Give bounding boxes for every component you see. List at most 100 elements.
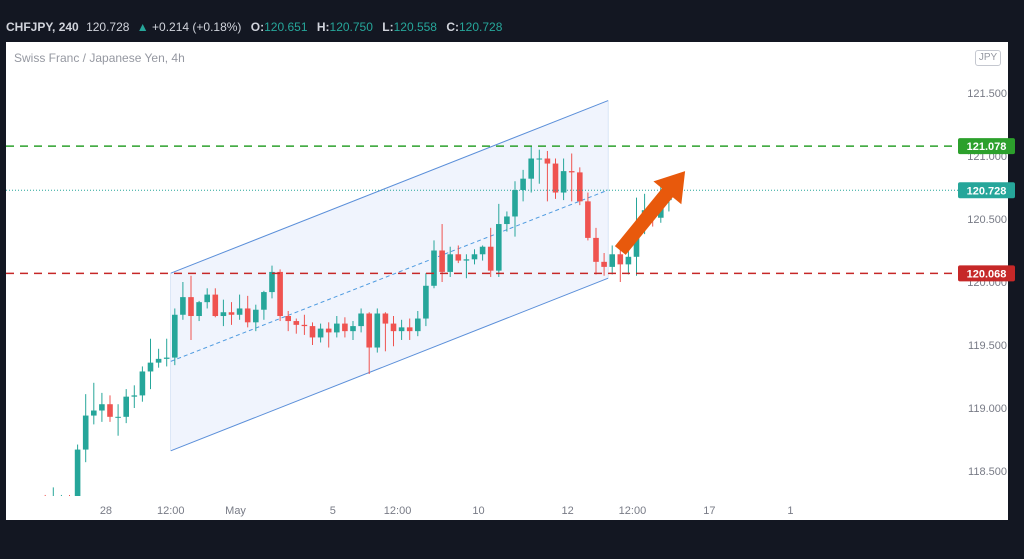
candle-body: [123, 396, 129, 417]
candle-body: [577, 172, 583, 202]
last-price-badge-label: 120.728: [967, 185, 1007, 197]
candle-body: [398, 327, 405, 332]
currency-badge[interactable]: JPY: [975, 50, 1001, 66]
close-label: C:: [446, 20, 459, 34]
candle-body: [520, 178, 526, 191]
y-tick-label: 119.000: [968, 403, 1007, 415]
candle-body: [447, 254, 453, 272]
x-tick-label: 1: [787, 505, 793, 517]
candle-body: [155, 358, 162, 363]
x-tick-label: 17: [703, 505, 715, 517]
symbol-header: CHFJPY, 240 120.728 ▲ +0.214 (+0.18%) O:…: [0, 0, 1024, 42]
candle-body: [188, 297, 194, 317]
candle-body: [415, 318, 421, 332]
candle-body: [382, 313, 389, 324]
support-badge-label: 120.068: [967, 268, 1007, 280]
high-label: H:: [316, 20, 330, 34]
candle-body: [487, 246, 494, 271]
candle-body: [568, 171, 575, 173]
candle-body: [560, 171, 567, 193]
candle-body: [317, 328, 324, 338]
candle-body: [285, 316, 291, 322]
channel-lower-line: [170, 277, 609, 452]
candle-body: [147, 362, 154, 372]
candle-body: [107, 404, 113, 417]
change-up-icon: ▲: [136, 20, 149, 34]
candle-body: [431, 250, 437, 286]
x-tick-label: May: [225, 505, 246, 517]
open-value: 120.651: [264, 20, 308, 34]
candle-body: [609, 254, 615, 267]
candle-body: [585, 201, 591, 238]
channel-upper-line: [170, 100, 609, 274]
candle-body: [625, 256, 632, 265]
y-tick-label: 119.500: [968, 340, 1007, 352]
close-value: 120.728: [459, 20, 503, 34]
candle-body: [91, 410, 97, 416]
low-label: L:: [382, 20, 394, 34]
open-label: O:: [250, 20, 265, 34]
candle-body: [528, 158, 534, 179]
resistance-badge: [958, 138, 1015, 155]
candle-body: [34, 497, 40, 500]
candle-body: [544, 158, 551, 164]
candle-body: [374, 313, 381, 348]
candle-body: [212, 294, 219, 317]
x-tick-label: 12: [562, 505, 574, 517]
candle-body: [463, 259, 470, 261]
y-tick-label: 118.500: [968, 466, 1007, 478]
candle-body: [601, 261, 607, 267]
plot-area: [6, 100, 958, 501]
x-tick-label: 12:00: [384, 505, 412, 517]
low-value: 120.558: [393, 20, 437, 34]
x-tick-label: 10: [472, 505, 484, 517]
ohlc-legend: CHFJPY, 240 120.728 ▲ +0.214 (+0.18%) O:…: [6, 20, 503, 34]
candle-body: [277, 271, 283, 317]
candle-body: [261, 292, 267, 310]
x-tick-label: 28: [100, 505, 112, 517]
trend-arrow-icon: [614, 171, 686, 255]
candle-body: [301, 324, 308, 327]
candle-body: [479, 246, 486, 255]
candle-body: [244, 308, 251, 323]
candle-body: [99, 404, 105, 411]
candle-body: [253, 309, 259, 323]
candle-body: [51, 499, 57, 500]
last-price-badge: [958, 182, 1015, 199]
candle-body: [115, 416, 121, 418]
candle-body: [617, 254, 624, 265]
candle-body: [172, 314, 178, 358]
chart-subtitle: Swiss Franc / Japanese Yen, 4h: [14, 51, 185, 65]
candle-body: [220, 312, 227, 317]
candle-body: [471, 254, 478, 260]
candle-body: [139, 371, 146, 396]
candle-body: [536, 158, 543, 160]
candle-body: [228, 312, 235, 315]
candle-body: [325, 328, 332, 333]
candle-body: [309, 326, 316, 338]
candle-body: [163, 357, 170, 359]
y-tick-label: 121.500: [967, 88, 1007, 100]
last-price-value: 120.728: [86, 20, 130, 34]
channel-median-line: [170, 189, 609, 362]
candle-body: [439, 250, 445, 272]
candle-body: [74, 449, 81, 496]
interval-label[interactable]: 240: [58, 20, 79, 34]
candle-body: [26, 500, 32, 501]
candle-body: [552, 163, 559, 193]
x-tick-label: 12:00: [157, 505, 185, 517]
candle-body: [350, 326, 356, 332]
resistance-badge-label: 121.078: [967, 141, 1007, 153]
candle-body: [504, 216, 510, 225]
candle-body: [196, 302, 202, 317]
candle-body: [423, 285, 429, 319]
candle-body: [512, 190, 518, 217]
symbol-name[interactable]: CHFJPY: [6, 20, 53, 34]
candle-body: [334, 323, 340, 333]
candle-body: [293, 321, 300, 325]
candle-body: [455, 254, 462, 261]
candle-body: [366, 313, 372, 348]
candle-body: [59, 496, 65, 499]
candle-body: [82, 415, 89, 450]
